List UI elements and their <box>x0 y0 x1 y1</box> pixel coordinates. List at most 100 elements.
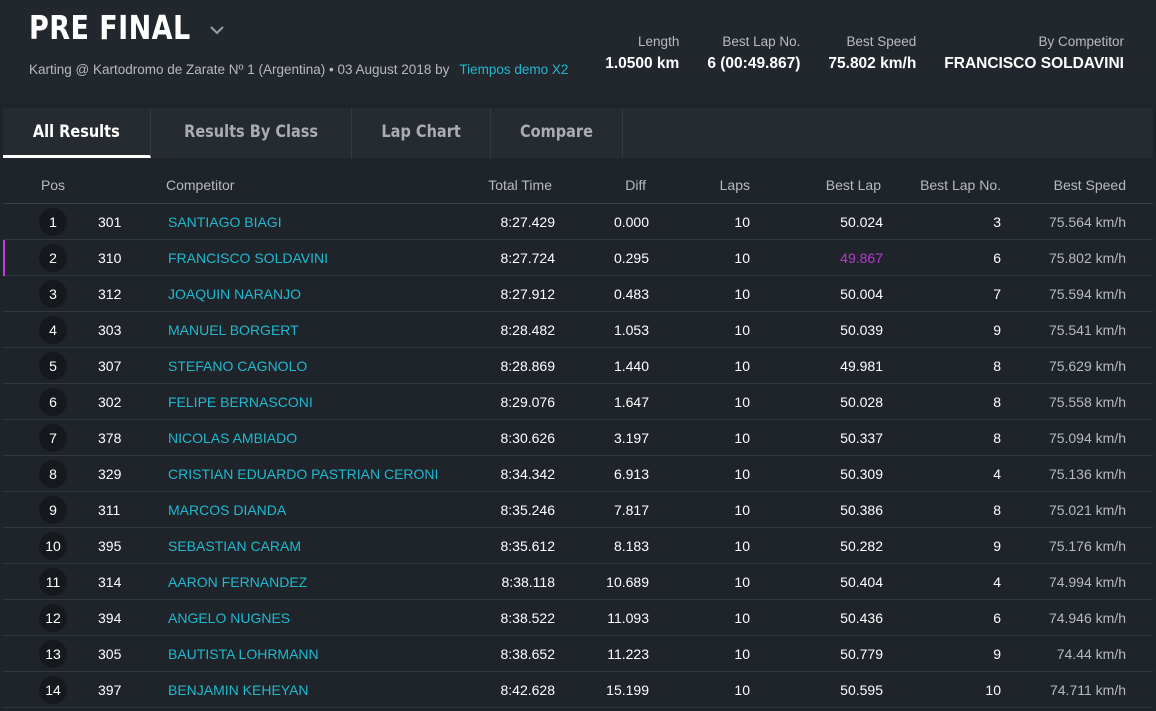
column-header-diff[interactable]: Diff <box>625 177 646 193</box>
page-title: PRE FINAL <box>29 8 191 47</box>
best-speed: 75.541 km/h <box>1048 322 1126 338</box>
tab-compare[interactable]: Compare <box>491 108 623 158</box>
session-header: PRE FINAL Karting @ Kartodromo de Zarate… <box>0 0 1156 104</box>
best-lap: 50.004 <box>840 286 883 302</box>
total-time: 8:28.482 <box>500 322 556 338</box>
table-row[interactable]: 12 394 ANGELO NUGNES 8:38.522 11.093 10 50.436… <box>3 600 1153 636</box>
stat-label: Best Speed <box>846 34 917 49</box>
table-row[interactable]: 10 395 SEBASTIAN CARAM 8:35.612 8.183 10 50.28… <box>3 528 1153 564</box>
column-header-competitor[interactable]: Competitor <box>166 177 235 193</box>
column-header-total-time[interactable]: Total Time <box>488 177 552 193</box>
best-speed: 75.594 km/h <box>1048 286 1126 302</box>
table-row[interactable]: 8 329 CRISTIAN EDUARDO PASTRIAN CERONI 8:34… <box>3 456 1153 492</box>
tab-label: Compare <box>520 122 594 141</box>
kart-number: 314 <box>98 574 122 590</box>
competitor-link[interactable]: MANUEL BORGERT <box>168 322 299 338</box>
tab-all-results[interactable]: All Results <box>3 108 151 158</box>
chevron-down-icon[interactable] <box>208 23 226 37</box>
table-row[interactable]: 3 312 JOAQUIN NARANJO 8:27.912 0.483 10 50.004… <box>3 276 1153 312</box>
competitor-link[interactable]: ANGELO NUGNES <box>168 610 291 626</box>
total-time: 8:28.869 <box>500 358 556 374</box>
best-speed: 74.711 km/h <box>1049 682 1126 698</box>
tab-label: Lap Chart <box>381 122 461 141</box>
table-row[interactable]: 1 301 SANTIAGO BIAGI 8:27.429 0.000 10 50.024 3… <box>3 204 1153 240</box>
laps-count: 10 <box>734 682 750 698</box>
table-row[interactable]: 5 307 STEFANO CAGNOLO 8:28.869 1.440 10 49.981… <box>3 348 1153 384</box>
best-lap-no: 4 <box>993 574 1001 590</box>
total-time: 8:35.246 <box>500 502 556 518</box>
stat-label: Length <box>638 34 680 49</box>
competitor-link[interactable]: AARON FERNANDEZ <box>168 574 308 590</box>
best-lap: 50.024 <box>840 214 883 230</box>
competitor-link[interactable]: FRANCISCO SOLDAVINI <box>168 250 328 266</box>
best-lap-no: 9 <box>993 538 1001 554</box>
column-header-best-lap-no[interactable]: Best Lap No. <box>920 177 1001 193</box>
column-header-pos[interactable]: Pos <box>40 177 66 193</box>
competitor-link[interactable]: NICOLAS AMBIADO <box>168 430 298 446</box>
stat-label: By Competitor <box>1038 34 1124 49</box>
table-row[interactable]: 13 305 BAUTISTA LOHRMANN 8:38.652 11.223 10 50… <box>3 636 1153 672</box>
diff-value: 3.197 <box>613 430 649 446</box>
table-row[interactable]: 2 310 FRANCISCO SOLDAVINI 8:27.724 0.295 10 49… <box>3 240 1153 276</box>
tab-results-by-class[interactable]: Results By Class <box>151 108 352 158</box>
best-lap: 49.867 <box>840 250 883 266</box>
column-header-laps[interactable]: Laps <box>719 177 750 193</box>
best-speed: 75.136 km/h <box>1048 466 1126 482</box>
competitor-link[interactable]: FELIPE BERNASCONI <box>168 394 313 410</box>
position-badge: 6 <box>39 388 67 416</box>
competitor-link[interactable]: CRISTIAN EDUARDO PASTRIAN CERONI <box>168 466 439 482</box>
stat-value: 6 (00:49.867) <box>707 55 801 72</box>
competitor-link[interactable]: JOAQUIN NARANJO <box>168 286 302 302</box>
laps-count: 10 <box>734 214 750 230</box>
competitor-link[interactable]: BENJAMIN KEHEYAN <box>168 682 309 698</box>
tab-label: Results By Class <box>183 122 318 141</box>
kart-number: 395 <box>98 538 122 554</box>
position-cell: 8 <box>38 456 68 492</box>
best-lap-no: 8 <box>993 358 1001 374</box>
kart-number: 311 <box>98 502 121 518</box>
best-lap-no: 3 <box>993 214 1001 230</box>
position-cell: 7 <box>38 420 68 456</box>
competitor-link[interactable]: SANTIAGO BIAGI <box>168 214 282 230</box>
best-lap: 50.039 <box>840 322 883 338</box>
tab-lap-chart[interactable]: Lap Chart <box>352 108 492 158</box>
competitor-link[interactable]: BAUTISTA LOHRMANN <box>168 646 319 662</box>
table-row[interactable]: 6 302 FELIPE BERNASCONI 8:29.076 1.647 10 50.0… <box>3 384 1153 420</box>
position-badge: 8 <box>39 460 67 488</box>
diff-value: 1.053 <box>613 322 649 338</box>
table-row[interactable]: 4 303 MANUEL BORGERT 8:28.482 1.053 10 50.039 9… <box>3 312 1153 348</box>
position-badge: 7 <box>39 424 67 452</box>
position-cell: 9 <box>38 492 68 528</box>
column-header-best-lap[interactable]: Best Lap <box>825 177 881 193</box>
column-header-best-speed[interactable]: Best Speed <box>1053 177 1126 193</box>
position-cell: 5 <box>38 348 68 384</box>
kart-number: 310 <box>98 250 122 266</box>
laps-count: 10 <box>734 610 750 626</box>
table-row[interactable]: 9 311 MARCOS DIANDA 8:35.246 7.817 10 50.386 8 7… <box>3 492 1153 528</box>
results-table: Pos Competitor Total Time Diff Laps Best… <box>3 166 1153 708</box>
best-lap: 50.337 <box>840 430 883 446</box>
best-speed: 75.629 km/h <box>1048 358 1126 374</box>
laps-count: 10 <box>734 394 750 410</box>
position-cell: 2 <box>38 240 68 276</box>
table-row[interactable]: 14 397 BENJAMIN KEHEYAN 8:42.628 15.199 10 50.… <box>3 672 1153 708</box>
competitor-link[interactable]: MARCOS DIANDA <box>168 502 287 518</box>
organizer-link[interactable]: Tiempos demo X2 <box>459 62 569 77</box>
diff-value: 0.000 <box>613 214 649 230</box>
best-lap: 50.309 <box>840 466 883 482</box>
best-speed: 74.44 km/h <box>1056 646 1126 662</box>
diff-value: 11.093 <box>607 610 649 626</box>
laps-count: 10 <box>734 286 750 302</box>
best-lap-no: 6 <box>993 610 1001 626</box>
table-row[interactable]: 11 314 AARON FERNANDEZ 8:38.118 10.689 10 50.4… <box>3 564 1153 600</box>
table-row[interactable]: 7 378 NICOLAS AMBIADO 8:30.626 3.197 10 50.337… <box>3 420 1153 456</box>
diff-value: 15.199 <box>606 682 649 698</box>
diff-value: 11.223 <box>607 646 649 662</box>
best-speed: 75.802 km/h <box>1048 250 1126 266</box>
competitor-link[interactable]: STEFANO CAGNOLO <box>168 358 308 374</box>
position-badge: 1 <box>39 208 67 236</box>
kart-number: 329 <box>98 466 122 482</box>
session-subtitle: Karting @ Kartodromo de Zarate Nº 1 (Arg… <box>29 60 589 79</box>
title-dropdown[interactable]: PRE FINAL <box>29 8 226 47</box>
competitor-link[interactable]: SEBASTIAN CARAM <box>168 538 302 554</box>
